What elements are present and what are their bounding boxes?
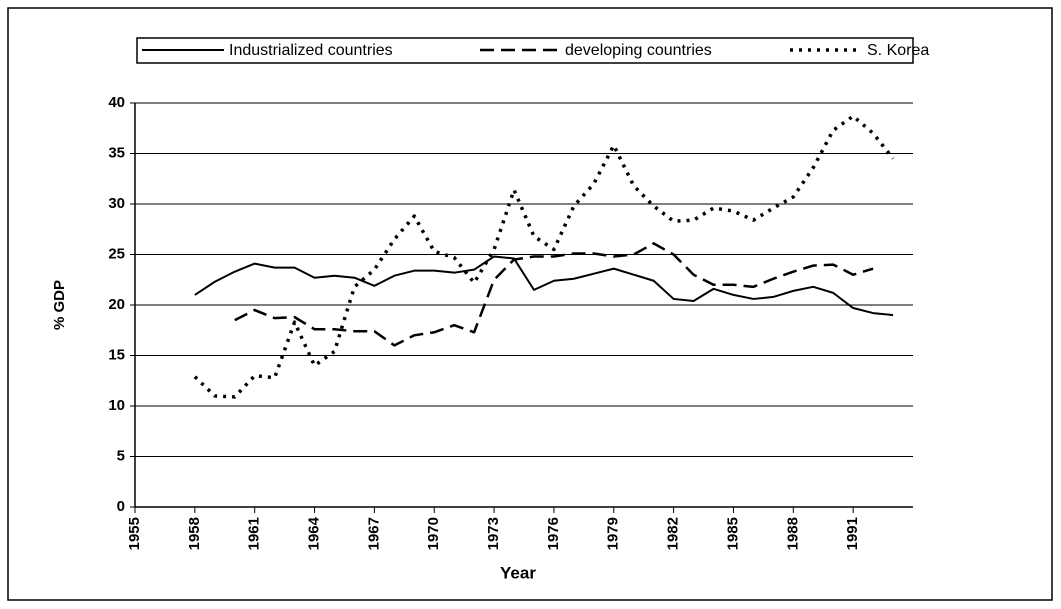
x-tick-label: 1973 — [485, 517, 502, 550]
y-tick-label: 35 — [108, 144, 125, 161]
x-tick-label: 1961 — [246, 517, 263, 550]
y-tick-label: 40 — [108, 94, 125, 111]
y-tick-label: 0 — [117, 498, 125, 515]
x-tick-label: 1976 — [545, 517, 562, 550]
x-tick-label: 1979 — [605, 517, 622, 550]
series-line — [194, 255, 894, 317]
x-tick-label: 1982 — [665, 517, 682, 550]
legend-label: developing countries — [565, 42, 712, 59]
x-tick-label: 1985 — [724, 517, 741, 550]
x-tick-label: 1958 — [186, 517, 203, 550]
x-tick-label: 1991 — [844, 517, 861, 550]
y-tick-label: 5 — [117, 447, 125, 464]
chart-frame — [7, 7, 1053, 601]
x-tick-label: 1967 — [365, 517, 382, 550]
y-tick-label: 30 — [108, 195, 125, 212]
x-tick-label: 1970 — [425, 517, 442, 550]
series-line — [193, 114, 895, 399]
series-line — [234, 242, 874, 347]
x-tick-label: 1955 — [126, 517, 143, 550]
y-tick-label: 10 — [108, 397, 125, 414]
legend-label: Industrialized countries — [229, 42, 393, 59]
x-tick-label: 1964 — [306, 516, 323, 550]
x-axis-label: Year — [500, 563, 536, 582]
y-tick-label: 25 — [108, 245, 125, 262]
legend-label: S. Korea — [867, 42, 929, 59]
y-tick-label: 20 — [108, 296, 125, 313]
y-tick-label: 15 — [108, 346, 125, 363]
x-tick-label: 1988 — [784, 517, 801, 550]
y-axis-label: % GDP — [51, 280, 68, 330]
